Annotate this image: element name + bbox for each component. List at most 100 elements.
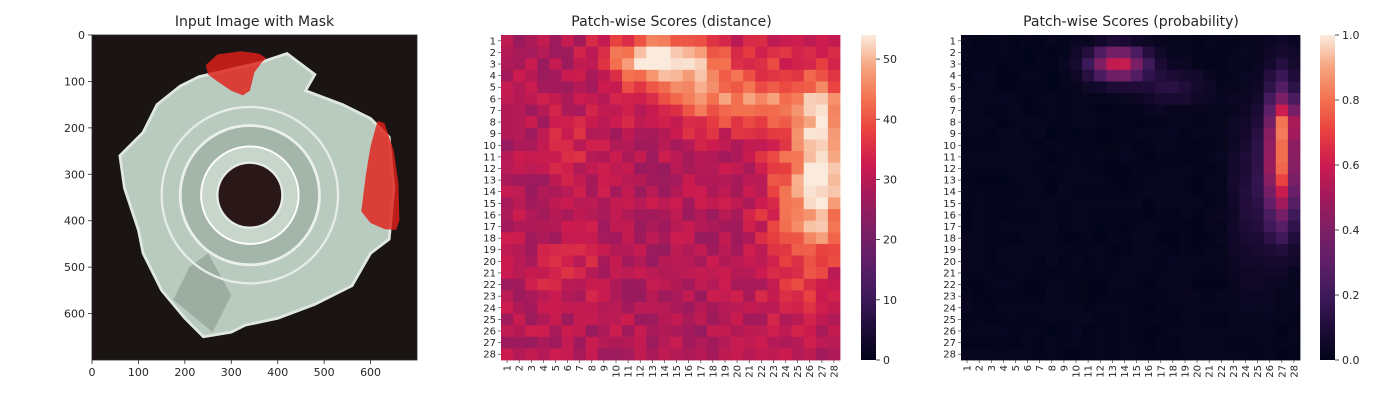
heatmap-cell <box>1166 290 1180 303</box>
heatmap-cell <box>622 336 635 349</box>
heatmap-cell <box>1227 58 1240 71</box>
heatmap-cell <box>1275 336 1289 349</box>
heatmap-y-tick-label: 10 <box>943 141 956 152</box>
heatmap-cell <box>1215 348 1228 361</box>
heatmap-cell <box>1009 139 1022 152</box>
heatmap-cell <box>706 301 720 314</box>
heatmap-cell <box>682 301 696 314</box>
heatmap-cell <box>1239 35 1252 48</box>
heatmap-cell <box>985 197 998 210</box>
heatmap-cell <box>815 313 829 326</box>
heatmap-cell <box>1251 104 1265 117</box>
heatmap-cell <box>658 35 671 48</box>
heatmap-cell <box>525 313 538 326</box>
heatmap-y-tick-label: 12 <box>483 164 496 175</box>
heatmap-cell <box>597 336 611 349</box>
heatmap-x-tick-label: 7 <box>575 365 586 371</box>
heatmap-cell <box>513 255 526 268</box>
heatmap-cell <box>1154 58 1168 71</box>
heatmap-cell <box>670 220 684 233</box>
heatmap-cell <box>1082 255 1095 268</box>
heatmap-cell <box>1263 139 1277 152</box>
heatmap-cell <box>658 301 671 314</box>
heatmap-cell <box>827 93 841 106</box>
heatmap-cell <box>622 69 635 82</box>
heatmap-cell <box>1154 116 1168 129</box>
heatmap-cell <box>573 197 587 210</box>
heatmap-cell <box>658 313 671 326</box>
heatmap-cell <box>501 313 514 326</box>
heatmap-cell <box>513 69 526 82</box>
heatmap-cell <box>1094 93 1107 106</box>
heatmap-cell <box>549 267 562 280</box>
heatmap-cell <box>1215 290 1228 303</box>
heatmap-cell <box>1263 127 1277 140</box>
heatmap-cell <box>525 116 538 129</box>
heatmap-y-tick-label: 13 <box>483 176 496 187</box>
heatmap-cell <box>1118 127 1131 140</box>
heatmap-cell <box>609 46 623 59</box>
heatmap-cell <box>767 58 780 71</box>
heatmap-cell <box>513 58 526 71</box>
heatmap-cell <box>973 151 986 164</box>
heatmap-cell <box>1251 313 1265 326</box>
heatmap-cell <box>1118 58 1131 71</box>
heatmap-cell <box>731 348 744 361</box>
heatmap-cell <box>525 35 538 48</box>
heatmap-x-tick-label: 1 <box>503 365 514 371</box>
heatmap-x-tick-label: 28 <box>829 365 840 378</box>
heatmap-cell <box>706 104 720 117</box>
heatmap-cell <box>1251 301 1265 314</box>
heatmap-cell <box>1191 313 1204 326</box>
heatmap-cell <box>1033 69 1047 82</box>
heatmap-cell <box>670 58 684 71</box>
heatmap-cell <box>827 255 841 268</box>
heatmap-cell <box>1106 151 1119 164</box>
heatmap-cell <box>1057 197 1071 210</box>
heatmap-cell <box>1227 174 1240 187</box>
heatmap-cell <box>1239 220 1252 233</box>
heatmap-cell <box>1275 313 1289 326</box>
heatmap-cell <box>561 116 575 129</box>
colorbar-tick-label: 1.0 <box>1342 29 1360 42</box>
heatmap-cell <box>1203 151 1216 164</box>
heatmap-cell <box>1021 290 1035 303</box>
heatmap-cell <box>537 127 550 140</box>
heatmap-cell <box>1045 232 1059 245</box>
heatmap-cell <box>597 46 611 59</box>
heatmap-cell <box>706 348 720 361</box>
heatmap-cell <box>609 336 623 349</box>
heatmap-cell <box>791 290 805 303</box>
heatmap-y-tick-label: 21 <box>483 268 496 279</box>
heatmap-cell <box>694 290 708 303</box>
heatmap-cell <box>1021 185 1035 198</box>
heatmap-cell <box>827 197 841 210</box>
heatmap-cell <box>791 220 805 233</box>
heatmap-cell <box>985 232 998 245</box>
heatmap-cell <box>597 185 611 198</box>
heatmap-cell <box>767 81 780 94</box>
heatmap-cell <box>1130 290 1144 303</box>
heatmap-cell <box>646 185 659 198</box>
heatmap-cell <box>525 267 538 280</box>
heatmap-cell <box>537 93 550 106</box>
heatmap-cell <box>694 58 708 71</box>
heatmap-cell <box>1106 301 1119 314</box>
heatmap-cell <box>1009 116 1022 129</box>
heatmap-cell <box>634 139 647 152</box>
heatmap-cell <box>779 278 792 291</box>
heatmap-cell <box>973 162 986 175</box>
heatmap-cell <box>585 197 599 210</box>
heatmap-cell <box>815 336 829 349</box>
heatmap-cell <box>1251 348 1265 361</box>
heatmap-cell <box>670 232 684 245</box>
heatmap-cell <box>513 151 526 164</box>
heatmap-cell <box>1118 267 1131 280</box>
colorbar-tick-label: 10 <box>883 294 897 307</box>
heatmap-cell <box>682 348 696 361</box>
heatmap-cell <box>1203 69 1216 82</box>
heatmap-cell <box>597 93 611 106</box>
heatmap-cell <box>1009 81 1022 94</box>
heatmap-cell <box>537 197 550 210</box>
heatmap-cell <box>755 185 768 198</box>
